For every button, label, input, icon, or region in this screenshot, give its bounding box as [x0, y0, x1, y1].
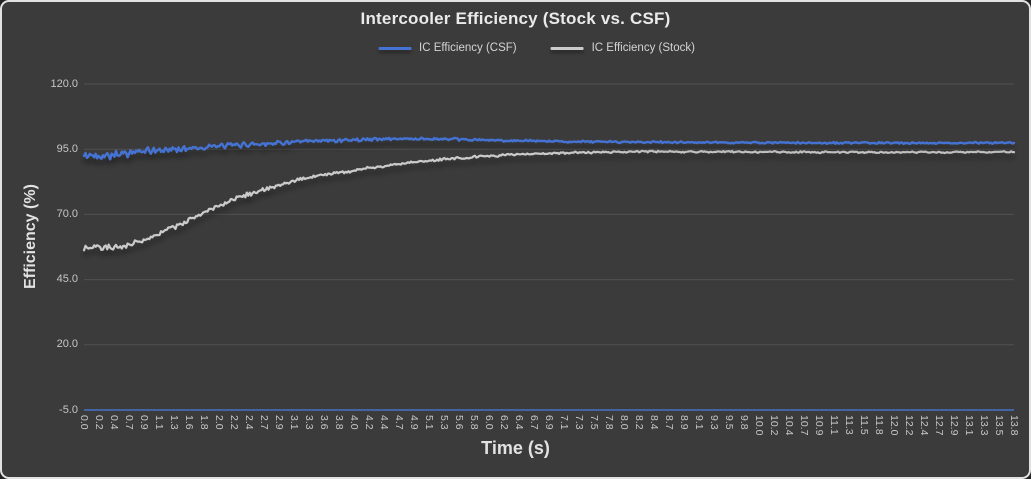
x-tick-label: 12.9 — [948, 415, 960, 436]
x-tick-label: 12.2 — [903, 415, 915, 436]
y-tick-label: 20.0 — [56, 338, 78, 351]
x-tick-label: 0.0 — [78, 415, 90, 430]
x-tick-label: 4.9 — [408, 415, 420, 430]
x-tick-label: 5.3 — [438, 415, 450, 430]
x-tick-label: 10.9 — [813, 415, 825, 436]
x-tick-label: 4.4 — [378, 415, 390, 430]
y-axis-title: Efficiency (%) — [22, 184, 39, 289]
x-tick-label: 6.0 — [483, 415, 495, 430]
x-tick-label: 13.5 — [993, 415, 1005, 436]
x-tick-label: 2.2 — [228, 415, 240, 430]
x-tick-label: 12.4 — [918, 415, 930, 436]
x-tick-label: 4.0 — [348, 415, 360, 430]
x-tick-label: 5.1 — [423, 415, 435, 430]
x-tick-label: 0.7 — [123, 415, 135, 430]
x-tick-label: 10.4 — [783, 415, 795, 436]
x-tick-label: 2.7 — [258, 415, 270, 430]
x-tick-label: 6.7 — [528, 415, 540, 430]
x-tick-label: 10.7 — [798, 415, 810, 436]
x-tick-label: 2.0 — [213, 415, 225, 430]
csf-series-line — [82, 136, 1016, 161]
x-tick-label: 3.6 — [318, 415, 330, 430]
x-axis-title: Time (s) — [481, 438, 550, 458]
x-tick-label: 7.5 — [588, 415, 600, 430]
x-tick-label: 13.1 — [963, 415, 975, 436]
y-tick-label: 120.0 — [50, 77, 78, 90]
y-tick-label: 70.0 — [56, 207, 78, 220]
legend-label-csf: IC Efficiency (CSF) — [419, 42, 517, 54]
x-tick-label: 2.9 — [273, 415, 285, 430]
x-tick-label: 6.2 — [498, 415, 510, 430]
gridlines — [84, 83, 1014, 411]
x-tick-label: 9.1 — [693, 415, 705, 430]
csf-line-swatch-icon — [378, 46, 412, 50]
x-tick-label: 13.3 — [978, 415, 990, 436]
x-tick-label: 3.1 — [288, 415, 300, 430]
chart-title: Intercooler Efficiency (Stock vs. CSF) — [360, 9, 671, 28]
x-tick-label: 10.2 — [768, 415, 780, 436]
stock-line-swatch-icon — [550, 46, 584, 50]
x-tick-label: 6.4 — [513, 415, 525, 430]
x-tick-label: 8.2 — [633, 415, 645, 430]
x-tick-label: 11.3 — [843, 415, 855, 435]
x-tick-label: 7.8 — [603, 415, 615, 430]
x-tick-label: 4.2 — [363, 415, 375, 430]
x-tick-label: 2.4 — [243, 415, 255, 430]
x-tick-label: 8.0 — [618, 415, 630, 430]
x-tick-label: 10.0 — [753, 415, 765, 436]
x-tick-label: 12.7 — [933, 415, 945, 436]
legend-item-csf: IC Efficiency (CSF) — [378, 42, 517, 54]
x-tick-label: 1.8 — [198, 415, 210, 430]
x-tick-label: 8.9 — [678, 415, 690, 430]
x-tick-label: 5.6 — [453, 415, 465, 430]
y-tick-label: -5.0 — [59, 403, 78, 416]
legend-label-stock: IC Efficiency (Stock) — [591, 42, 695, 54]
x-tick-label: 1.3 — [168, 415, 180, 430]
x-tick-label: 1.1 — [153, 415, 165, 430]
x-tick-label: 11.1 — [828, 415, 840, 435]
x-tick-label: 9.8 — [738, 415, 750, 430]
y-tick-label: 95.0 — [56, 142, 78, 155]
x-tick-label: 8.7 — [663, 415, 675, 430]
x-tick-label: 12.0 — [888, 415, 900, 436]
x-tick-label: 5.8 — [468, 415, 480, 430]
legend-item-stock: IC Efficiency (Stock) — [550, 42, 695, 54]
x-tick-label: 1.6 — [183, 415, 195, 430]
x-tick-label: 3.8 — [333, 415, 345, 430]
x-tick-label: 3.3 — [303, 415, 315, 430]
x-tick-label: 0.9 — [138, 415, 150, 430]
x-tick-label: 11.5 — [858, 415, 870, 435]
x-tick-label: 6.9 — [543, 415, 555, 430]
x-tick-label: 8.4 — [648, 415, 660, 430]
x-tick-label: 9.3 — [708, 415, 720, 430]
stock-series-line — [82, 149, 1016, 252]
x-tick-label: 9.5 — [723, 415, 735, 430]
series-lines — [82, 136, 1016, 252]
x-tick-label: 0.4 — [108, 415, 120, 430]
x-tick-label: 13.8 — [1008, 415, 1020, 436]
x-tick-label: 7.3 — [573, 415, 585, 430]
legend: IC Efficiency (CSF) IC Efficiency (Stock… — [378, 42, 695, 54]
x-tick-label: 0.2 — [93, 415, 105, 430]
x-tick-label: 11.8 — [873, 415, 885, 435]
x-tick-label: 7.1 — [558, 415, 570, 430]
y-tick-label: 45.0 — [56, 273, 78, 286]
x-tick-label: 4.7 — [393, 415, 405, 430]
